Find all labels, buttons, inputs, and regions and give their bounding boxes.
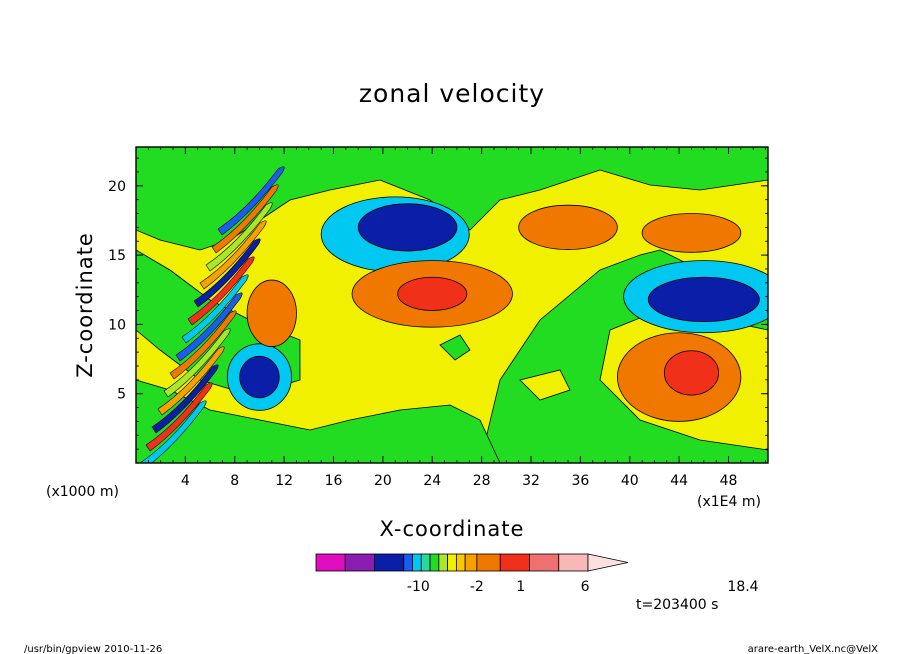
contour-feature-12 (239, 355, 280, 399)
chart-title: zonal velocity (359, 79, 545, 108)
contour-stripe-1 (145, 382, 213, 452)
contour-stripe-5 (169, 310, 237, 380)
colorbar-segment (464, 553, 478, 572)
x-tick-label: 40 (621, 473, 639, 489)
x-tick-label: 36 (571, 473, 589, 489)
x-tick-label: 20 (374, 473, 392, 489)
contour-stripe-11 (205, 202, 273, 272)
colorbar-label: 6 (581, 579, 590, 595)
colorbar-segment (429, 553, 440, 572)
y-axis-label: Z-coordinate (73, 232, 97, 378)
x-tick-label: 24 (423, 473, 441, 489)
time-label: t=203400 s (636, 597, 718, 613)
x-tick-label: 44 (670, 473, 688, 489)
colorbar-labels: -10 -2 1 6 18.4 (407, 579, 759, 595)
colorbar-segment (374, 553, 405, 572)
contour-stripe-13 (217, 166, 285, 236)
contour-stripe-12 (211, 184, 279, 254)
contour-region-green-top (136, 147, 768, 251)
contour-feature-8 (641, 213, 742, 253)
colorbar-segment (412, 553, 422, 572)
x-axis-unit: (x1E4 m) (697, 494, 761, 510)
contour-stripe-9 (193, 238, 261, 308)
colorbar-label: 1 (516, 579, 525, 595)
contour-stripe-10 (199, 220, 267, 290)
contour-region-green-bottom (136, 379, 501, 463)
colorbar-label: 18.4 (727, 579, 758, 595)
contour-feature-11 (397, 276, 468, 311)
x-axis-label: X-coordinate (380, 517, 525, 541)
contour-stripe-2 (151, 364, 219, 434)
colorbar-segment (315, 553, 346, 572)
colorbar-segment (447, 553, 457, 572)
colorbar-segment (344, 553, 375, 572)
colorbar-segment (529, 553, 560, 572)
contour-feature-6 (518, 204, 618, 250)
contour-feature-10 (663, 350, 720, 396)
y-axis-unit: (x1000 m) (46, 484, 119, 500)
footer-left: /usr/bin/gpview 2010-11-26 (24, 644, 162, 654)
colorbar-segment (476, 553, 501, 572)
y-tick-label: 20 (108, 179, 126, 195)
contour-region-green-patch (439, 334, 471, 361)
contour-feature-5 (357, 203, 458, 252)
contour-region-yellow-inner (519, 369, 571, 401)
colorbar-segment (438, 553, 449, 572)
y-tick-label: 10 (108, 317, 126, 333)
contour-stripe-6 (175, 292, 243, 362)
x-tick-label: 48 (720, 473, 738, 489)
contour-stripe-0 (139, 400, 207, 463)
colorbar-segment (558, 553, 589, 572)
y-tick-label: 15 (108, 248, 126, 264)
colorbar-segment (455, 553, 466, 572)
colorbar-label: -2 (470, 579, 484, 595)
colorbar-segment (499, 553, 530, 572)
x-tick-label: 4 (181, 473, 190, 489)
x-tick-label: 8 (230, 473, 239, 489)
contour-feature-4 (647, 276, 760, 323)
colorbar-arrow (587, 553, 629, 572)
contour-stripe-3 (157, 346, 225, 416)
footer-right: arare-earth_VelX.nc@VelX (748, 644, 879, 654)
contour-feature-9 (246, 279, 297, 347)
y-tick-label: 5 (117, 387, 126, 403)
x-tick-label: 32 (522, 473, 540, 489)
colorbar-segment (420, 553, 431, 572)
colorbar-label: -10 (407, 579, 430, 595)
contour-stripe-4 (163, 328, 231, 398)
colorbar-segment (403, 553, 413, 572)
plot-frame (135, 146, 769, 464)
x-tick-label: 12 (275, 473, 293, 489)
contour-stripe-8 (187, 256, 255, 326)
colorbar (315, 553, 629, 572)
x-tick-label: 28 (473, 473, 491, 489)
x-tick-label: 16 (325, 473, 343, 489)
contour-stripe-7 (181, 274, 249, 344)
